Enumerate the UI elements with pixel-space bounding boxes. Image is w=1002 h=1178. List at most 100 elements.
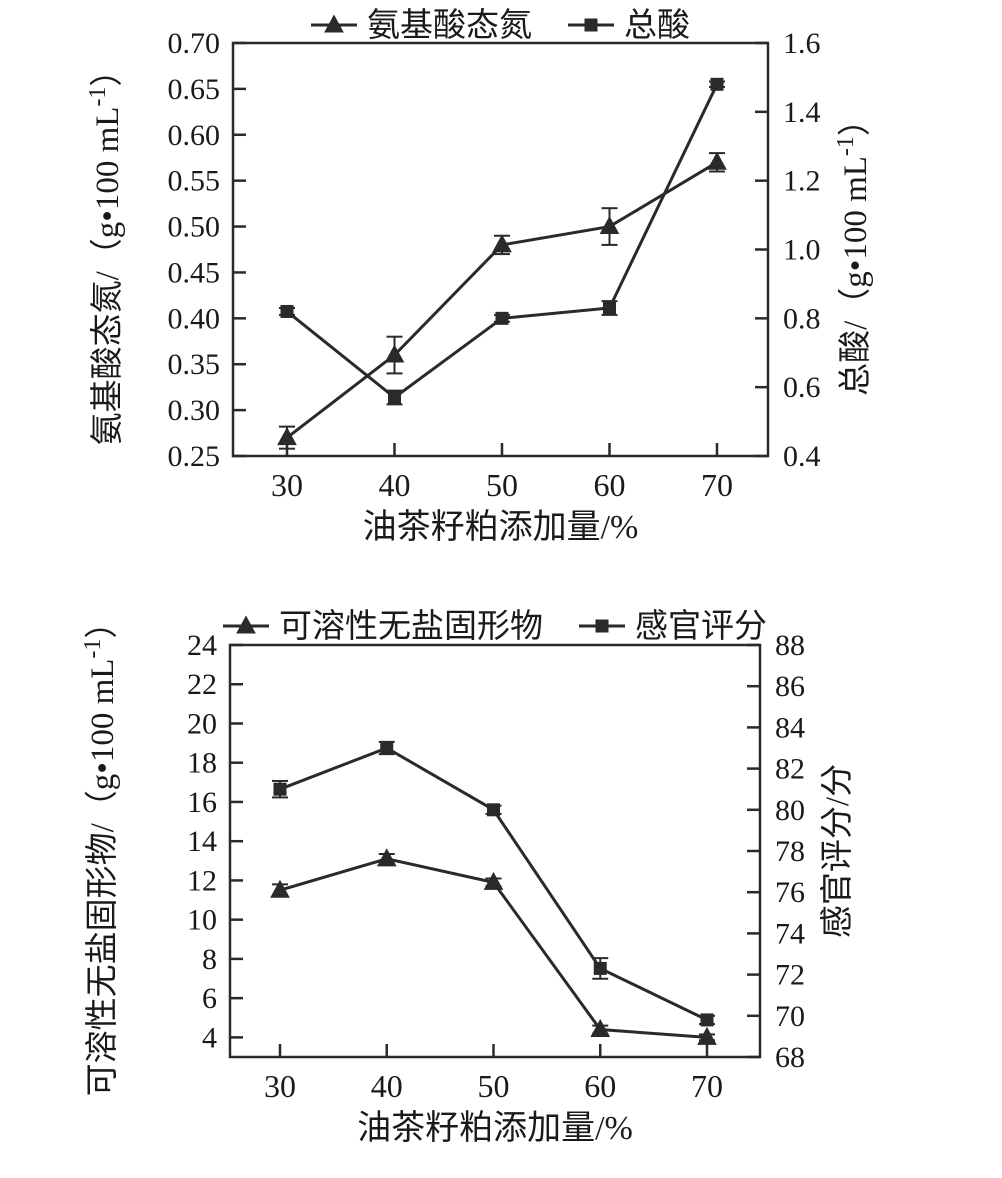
left-axis-tick-label: 0.55 (168, 165, 221, 198)
right-axis-tick-label: 80 (775, 794, 805, 827)
left-axis-tick-label: 14 (187, 825, 217, 858)
series-triangle (270, 848, 717, 1045)
legend-label: 氨基酸态氮 (367, 7, 532, 44)
x-axis-tick-label: 60 (594, 467, 626, 503)
x-axis-tick-label: 30 (264, 1068, 296, 1104)
series-line (286, 161, 718, 439)
left-axis-tick-label: 0.25 (168, 440, 221, 473)
left-axis-tick-label: 22 (187, 668, 217, 701)
data-point-marker (487, 803, 500, 817)
left-axis-tick-label: 20 (187, 707, 217, 740)
left-axis-title: 可溶性无盐固形物/（g•100 mL-1） (80, 606, 121, 1097)
legend: 氨基酸态氮 总酸 (311, 7, 690, 44)
data-point-marker (384, 344, 405, 363)
right-axis-tick-label: 86 (775, 670, 805, 703)
data-point-marker (273, 782, 287, 796)
right-axis-tick-label: 68 (775, 1041, 805, 1074)
right-axis-tick-label: 1.0 (783, 234, 821, 267)
right-axis-tick-label: 82 (775, 753, 805, 786)
x-axis-tick-label: 50 (478, 1068, 510, 1104)
left-axis-tick-label: 0.40 (168, 302, 221, 335)
right-axis-tick-label: 76 (775, 876, 805, 909)
right-axis-tick-label: 0.4 (783, 440, 821, 473)
bottom-chart-soluble-solids-sensory-score: 4 6 8 10 12 14 16 18 20 22 24 68 70 72 74 76 78 80 82 84 86 8… (0, 575, 1002, 1178)
legend-label: 感官评分 (635, 608, 767, 645)
legend: 可溶性无盐固形物 感官评分 (223, 608, 767, 645)
right-axis-title: 总酸/（g•100 mL-1） (833, 103, 874, 396)
data-point-marker (603, 301, 616, 315)
x-axis-title: 油茶籽粕添加量/% (357, 1109, 633, 1147)
left-axis-tick-label: 6 (202, 982, 217, 1015)
x-axis-tick-label: 70 (701, 467, 733, 503)
right-axis-title: 感官评分/分 (819, 764, 856, 938)
legend-triangle-icon (324, 14, 344, 33)
chart-svg: 4681012141618202224687072747678808284868… (80, 606, 856, 1147)
data-point-marker (277, 427, 297, 446)
right-axis-tick-label: 78 (775, 835, 805, 868)
axis-tick-labels: 4681012141618202224687072747678808284868… (187, 629, 805, 1104)
data-point-marker (590, 1018, 611, 1038)
left-axis-tick-label: 8 (202, 943, 217, 976)
left-axis-tick-label: 24 (187, 629, 217, 662)
right-axis-tick-label: 70 (775, 1000, 805, 1033)
data-point-marker (599, 216, 620, 235)
series-square (279, 77, 725, 406)
legend-triangle-icon (236, 615, 256, 634)
legend-square-icon (595, 619, 609, 633)
legend-label: 可溶性无盐固形物 (279, 608, 543, 645)
data-point-marker (495, 311, 509, 325)
right-axis-tick-label: 74 (775, 917, 805, 950)
right-axis-tick-label: 1.2 (783, 165, 821, 198)
x-axis-title: 油茶籽粕添加量/% (363, 508, 639, 546)
left-axis-tick-label: 0.50 (168, 211, 221, 244)
left-axis-tick-label: 0.45 (168, 256, 221, 289)
left-axis-tick-label: 18 (187, 747, 217, 780)
series-square (272, 740, 715, 1027)
top-chart-amino-acid-nitrogen-total-acid: 0.25 0.30 0.35 0.40 0.45 0.50 0.55 0.60 0.65 0.70… (0, 0, 1002, 575)
left-axis-tick-label: 10 (187, 904, 217, 937)
legend-entry: 总酸 (568, 7, 690, 44)
plot-frame (228, 643, 762, 1059)
legend-entry: 感官评分 (579, 608, 767, 645)
legend-entry: 氨基酸态氮 (311, 7, 532, 44)
data-point-marker (700, 1013, 714, 1027)
data-point-marker (710, 77, 724, 91)
left-axis-tick-label: 0.65 (168, 73, 221, 106)
x-axis-tick-label: 60 (584, 1068, 616, 1104)
right-axis-tick-label: 1.4 (783, 96, 821, 129)
data-point-marker (280, 304, 294, 318)
left-axis-tick-label: 16 (187, 786, 217, 819)
right-axis-tick-label: 72 (775, 959, 805, 992)
chart-svg: 0.25 0.30 0.35 0.40 0.45 0.50 0.55 0.60 0.65 0.70… (85, 7, 874, 546)
x-axis-tick-label: 40 (371, 1068, 403, 1104)
right-axis-tick-label: 88 (775, 629, 805, 662)
right-axis-tick-label: 84 (775, 711, 805, 744)
x-axis-tick-label: 30 (271, 467, 303, 503)
left-axis-tick-label: 0.35 (168, 348, 221, 381)
x-axis-tick-label: 70 (691, 1068, 723, 1104)
data-point-marker (492, 234, 512, 253)
legend-entry: 可溶性无盐固形物 (223, 608, 543, 645)
legend-label: 总酸 (624, 7, 690, 44)
x-axis-tick-label: 50 (486, 467, 518, 503)
right-axis-tick-label: 0.8 (783, 302, 821, 335)
left-axis-tick-label: 4 (202, 1021, 217, 1054)
axis-tick-labels: 0.25 0.30 0.35 0.40 0.45 0.50 0.55 0.60 0.65 0.70… (168, 27, 821, 503)
data-point-marker (593, 961, 607, 975)
legend-square-icon (584, 18, 598, 32)
axis-ticks (230, 643, 760, 1059)
axis-ticks (233, 41, 768, 458)
data-point-marker (483, 871, 504, 890)
left-axis-tick-label: 0.30 (168, 394, 221, 427)
left-axis-tick-label: 0.60 (168, 119, 221, 152)
series-triangle (277, 151, 727, 450)
data-point-marker (270, 879, 290, 898)
data-point-marker (707, 151, 727, 170)
data-point-marker (380, 741, 394, 755)
right-axis-tick-label: 1.6 (783, 27, 821, 60)
data-point-marker (388, 390, 401, 404)
right-axis-tick-label: 0.6 (783, 371, 821, 404)
left-axis-tick-label: 0.70 (168, 27, 221, 60)
